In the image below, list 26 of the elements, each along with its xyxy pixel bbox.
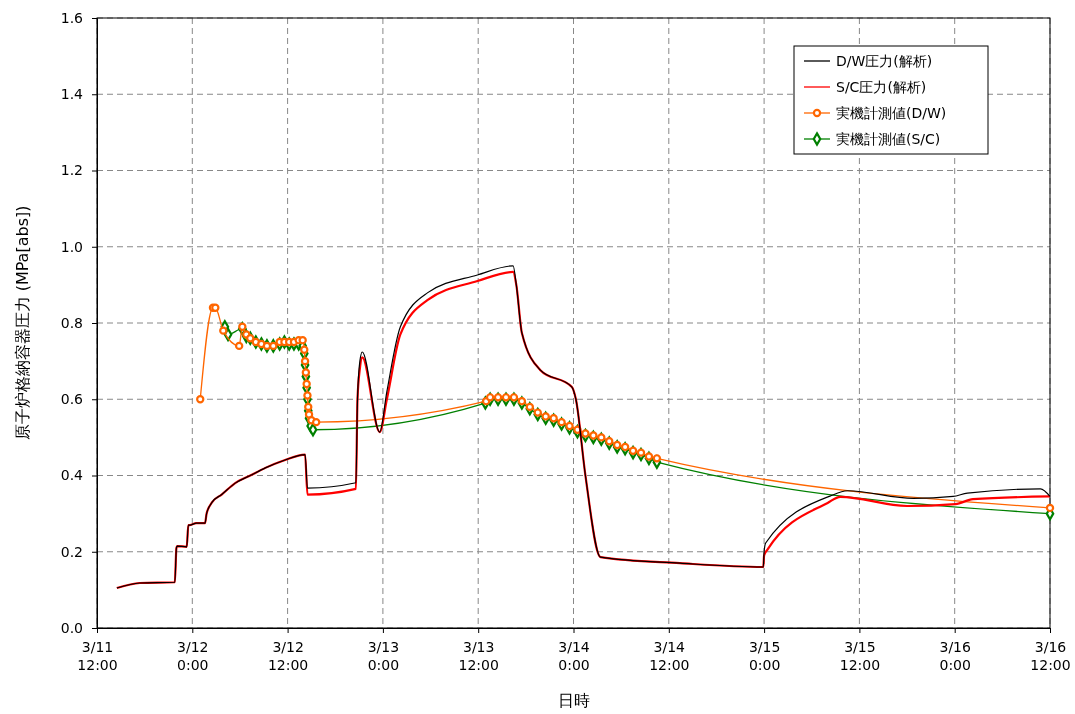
x-tick-label: 3/15 0:00 [748, 639, 781, 673]
y-tick-label: 1.4 [60, 86, 84, 103]
y-tick-label: 0.8 [60, 314, 83, 331]
y-tick-label: 1.6 [60, 9, 84, 26]
x-tick-label: 3/12 12:00 [267, 639, 309, 673]
x-tick-label: 3/14 0:00 [558, 639, 590, 673]
x-tick-label: 3/13 0:00 [367, 639, 400, 673]
y-tick-label: 0.2 [60, 543, 83, 560]
y-axis-title: 原子炉格納容器圧力 (MPa[abs]) [13, 205, 32, 441]
x-tick-label: 3/12 0:00 [177, 639, 209, 673]
legend-label: D/W圧力(解析) [836, 53, 933, 69]
y-tick-label: 1.2 [60, 162, 83, 179]
legend-label: 実機計測値(D/W) [836, 105, 947, 121]
x-tick-label: 3/16 0:00 [939, 639, 971, 673]
y-tick-label: 0.4 [60, 467, 84, 484]
x-tick-label: 3/13 12:00 [458, 639, 499, 673]
x-tick-label: 3/16 12:00 [1030, 639, 1071, 673]
legend-label: 実機計測値(S/C) [836, 131, 941, 147]
x-tick-label: 3/15 12:00 [839, 639, 881, 673]
y-tick-label: 0.6 [60, 391, 84, 408]
y-tick-label: 1.0 [60, 238, 83, 255]
x-tick-label: 3/14 12:00 [649, 639, 690, 673]
y-tick-label: 0.0 [60, 619, 83, 636]
x-axis-title: 日時 [557, 691, 590, 710]
legend-label: S/C圧力(解析) [836, 79, 927, 95]
x-tick-label: 3/11 12:00 [77, 639, 118, 673]
